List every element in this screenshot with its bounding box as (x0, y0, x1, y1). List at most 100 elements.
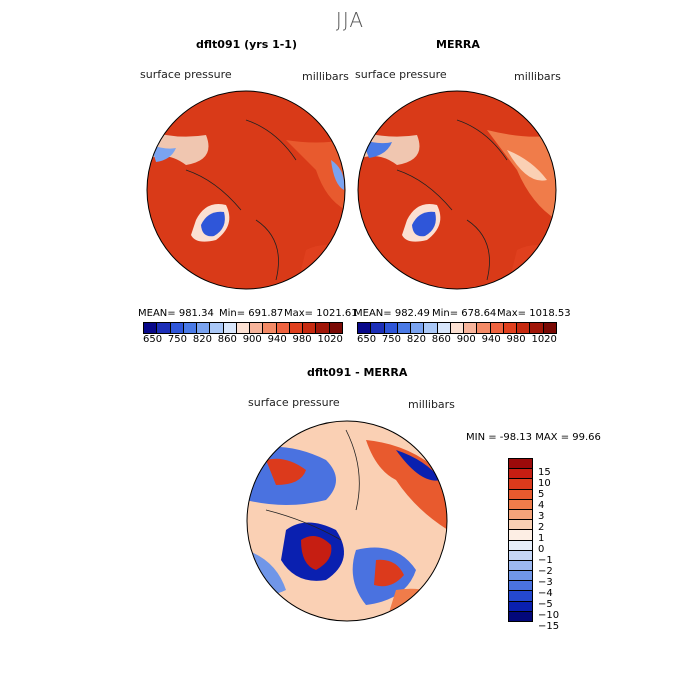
colorbar-tick-label: 1020 (317, 334, 343, 345)
colorbar-swatch (197, 323, 211, 333)
diff-minmax-stat: MIN = -98.13 MAX = 99.66 (466, 432, 601, 443)
colorbar-tick-label: −3 (538, 577, 553, 588)
right-max-stat: Max= 1018.53 (497, 308, 571, 319)
colorbar-tick-label: 1 (538, 533, 545, 544)
left-colorbar-strip (143, 322, 343, 334)
right-panel-title: MERRA (436, 38, 480, 51)
colorbar-swatch (183, 323, 198, 333)
colorbar-tick-label: 940 (267, 334, 287, 345)
colorbar-tick-label: 900 (242, 334, 262, 345)
colorbar-tick-label: 1020 (531, 334, 557, 345)
colorbar-swatch (371, 323, 385, 333)
colorbar-swatch (509, 509, 532, 521)
colorbar-swatch (289, 323, 304, 333)
colorbar-swatch (509, 601, 532, 612)
colorbar-tick-label: −10 (538, 610, 560, 621)
colorbar-tick-label: 980 (506, 334, 526, 345)
colorbar-swatch (509, 479, 532, 490)
right-field-label: surface pressure (355, 68, 447, 81)
left-colorbar: 650 750 820 860 900 940 980 1020 (143, 322, 343, 345)
left-field-label: surface pressure (140, 68, 232, 81)
right-units-label: millibars (514, 70, 561, 83)
diff-field-label: surface pressure (248, 396, 340, 409)
left-mean-stat: MEAN= 981.34 (138, 308, 214, 319)
colorbar-swatch (509, 469, 532, 480)
colorbar-tick-label: −2 (538, 566, 553, 577)
left-colorbar-ticks: 650 750 820 860 900 940 980 1020 (143, 334, 343, 345)
colorbar-swatch (509, 540, 532, 551)
colorbar-swatch (509, 530, 532, 541)
colorbar-swatch (509, 591, 532, 602)
diff-panel-title: dflt091 - MERRA (307, 366, 408, 379)
colorbar-swatch (210, 323, 224, 333)
colorbar-swatch (509, 489, 532, 500)
colorbar-swatch (303, 323, 317, 333)
colorbar-swatch (276, 323, 290, 333)
right-mean-stat: MEAN= 982.49 (354, 308, 430, 319)
colorbar-swatch (450, 323, 465, 333)
colorbar-swatch (509, 520, 532, 531)
colorbar-tick-label: 650 (357, 334, 377, 345)
diff-polar-map (246, 420, 448, 622)
colorbar-tick-label: 820 (192, 334, 212, 345)
left-panel-title: dflt091 (yrs 1-1) (196, 38, 297, 51)
colorbar-tick-label: 2 (538, 522, 545, 533)
colorbar-swatch (509, 581, 532, 592)
colorbar-swatch (509, 459, 532, 470)
colorbar-swatch (503, 323, 518, 333)
right-colorbar-ticks: 650 750 820 860 900 940 980 1020 (357, 334, 557, 345)
colorbar-swatch (424, 323, 438, 333)
colorbar-swatch (329, 323, 342, 333)
colorbar-tick-label: 750 (381, 334, 402, 345)
colorbar-tick-label: 0 (538, 544, 545, 555)
colorbar-swatch (397, 323, 412, 333)
left-min-stat: Min= 691.87 (219, 308, 284, 319)
colorbar-tick-label: −15 (538, 621, 560, 632)
diff-colorbar-strip (508, 458, 533, 622)
colorbar-swatch (509, 499, 532, 510)
colorbar-swatch (223, 323, 237, 333)
colorbar-tick-label: 650 (143, 334, 163, 345)
right-polar-map (357, 90, 557, 290)
colorbar-tick-label: 980 (292, 334, 312, 345)
colorbar-swatch (464, 323, 478, 333)
colorbar-tick-label: 860 (217, 334, 237, 345)
colorbar-swatch (509, 560, 532, 572)
colorbar-swatch (437, 323, 451, 333)
colorbar-swatch (250, 323, 264, 333)
colorbar-tick-label: −1 (538, 555, 553, 566)
colorbar-tick-label: 3 (538, 511, 545, 522)
colorbar-tick-label: 820 (406, 334, 426, 345)
colorbar-tick-label: −4 (538, 588, 553, 599)
colorbar-tick-label: 940 (481, 334, 501, 345)
colorbar-swatch (509, 550, 532, 561)
colorbar-swatch (543, 323, 556, 333)
colorbar-swatch (530, 323, 544, 333)
figure-title: JJA (335, 8, 365, 32)
colorbar-swatch (509, 611, 532, 621)
colorbar-swatch (490, 323, 504, 333)
colorbar-tick-label: 860 (431, 334, 451, 345)
colorbar-swatch (144, 323, 158, 333)
right-colorbar: 650 750 820 860 900 940 980 1020 (357, 322, 557, 345)
colorbar-tick-label: 750 (167, 334, 188, 345)
colorbar-swatch (509, 571, 532, 582)
colorbar-swatch (316, 323, 330, 333)
colorbar-tick-label: 4 (538, 500, 545, 511)
colorbar-swatch (384, 323, 398, 333)
colorbar-swatch (477, 323, 491, 333)
colorbar-tick-label: −5 (538, 599, 553, 610)
colorbar-swatch (517, 323, 531, 333)
colorbar-swatch (236, 323, 251, 333)
colorbar-tick-label: 10 (538, 478, 551, 489)
colorbar-swatch (157, 323, 171, 333)
colorbar-swatch (358, 323, 372, 333)
colorbar-tick-label: 15 (538, 467, 551, 478)
colorbar-tick-label: 900 (456, 334, 476, 345)
right-colorbar-strip (357, 322, 557, 334)
left-units-label: millibars (302, 70, 349, 83)
colorbar-swatch (263, 323, 277, 333)
left-max-stat: Max= 1021.61 (284, 308, 358, 319)
right-min-stat: Min= 678.64 (432, 308, 497, 319)
colorbar-tick-label: 5 (538, 489, 545, 500)
